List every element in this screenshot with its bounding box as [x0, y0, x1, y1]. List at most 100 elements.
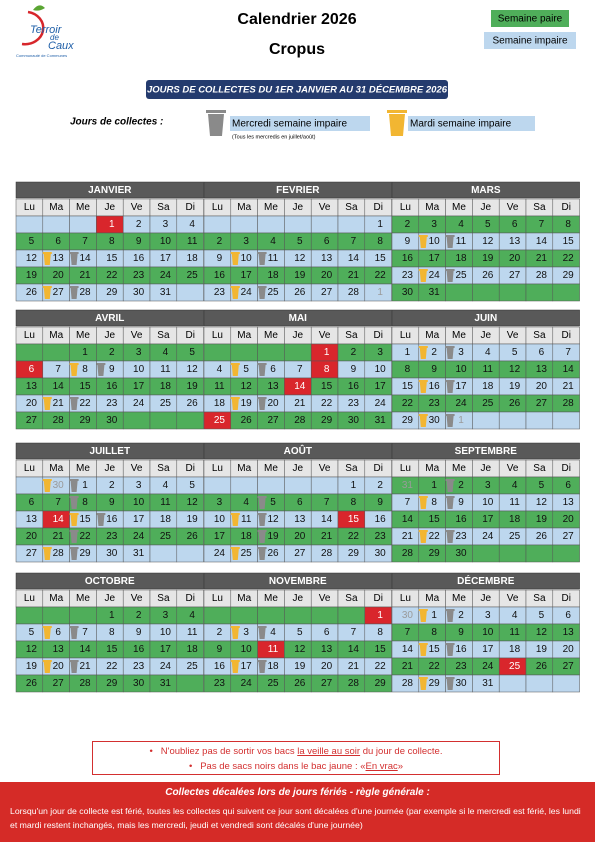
- day: 23: [455, 661, 467, 672]
- month-header: [203, 442, 392, 460]
- weekday: Ve: [131, 593, 143, 604]
- weekday: Je: [105, 330, 116, 341]
- day: 30: [375, 548, 387, 559]
- weekday: Lu: [24, 593, 35, 604]
- month-name: OCTOBRE: [85, 576, 135, 587]
- day: 18: [509, 514, 521, 525]
- day: 30: [402, 287, 414, 298]
- yellow-bin: [230, 626, 240, 639]
- day: 19: [26, 661, 38, 672]
- day: 20: [53, 270, 65, 281]
- day: 6: [29, 497, 35, 508]
- weekday: Di: [373, 202, 382, 213]
- day: 14: [294, 381, 306, 392]
- gray-bin: [445, 496, 455, 509]
- gray-bin: [69, 496, 79, 509]
- day: 21: [348, 270, 360, 281]
- weekday: Je: [293, 330, 304, 341]
- day: 12: [536, 497, 548, 508]
- day: 27: [509, 270, 521, 281]
- weekday: Ve: [131, 463, 143, 474]
- logo-tagline: Communauté de Communes: [16, 53, 67, 58]
- day: 7: [351, 236, 357, 247]
- day: 27: [53, 678, 65, 689]
- day: 25: [482, 398, 494, 409]
- day: 7: [539, 219, 545, 230]
- day: 26: [294, 287, 306, 298]
- day: 20: [26, 398, 38, 409]
- day-cell: [42, 606, 70, 625]
- day: 22: [429, 531, 441, 542]
- weekday: Je: [293, 463, 304, 474]
- day: 8: [377, 236, 383, 247]
- gray-bin: [445, 269, 455, 282]
- gray-bin: [257, 513, 267, 526]
- month-header: [15, 572, 204, 590]
- day-cell: [498, 283, 527, 302]
- day: 23: [106, 398, 118, 409]
- gray-note: (Tous les mercredis en juillet/août): [232, 134, 316, 140]
- day: 10: [429, 236, 441, 247]
- day: 27: [26, 415, 38, 426]
- weekday: Sa: [157, 202, 170, 213]
- day: 2: [458, 610, 464, 621]
- day: 15: [106, 644, 118, 655]
- day: 25: [241, 548, 253, 559]
- day: 23: [455, 531, 467, 542]
- day: 11: [214, 381, 225, 392]
- day: 29: [106, 287, 118, 298]
- gray-bin: [69, 626, 79, 639]
- day: 27: [26, 548, 38, 559]
- day: 23: [348, 398, 360, 409]
- day-cell: [364, 411, 392, 430]
- day: 21: [79, 270, 91, 281]
- day: 1: [431, 610, 437, 621]
- day: 13: [26, 381, 38, 392]
- day: 14: [79, 644, 91, 655]
- day: 2: [405, 219, 411, 230]
- weekday: Ve: [319, 593, 331, 604]
- weekday: Me: [264, 330, 278, 341]
- yellow-bin: [42, 479, 52, 492]
- day: 23: [214, 287, 226, 298]
- weekday: Je: [105, 463, 116, 474]
- day: 24: [160, 270, 172, 281]
- day: 26: [241, 415, 253, 426]
- day: 24: [375, 398, 387, 409]
- logo-text: Caux: [48, 40, 74, 52]
- day: 6: [55, 236, 61, 247]
- yellow-bin: [42, 626, 52, 639]
- gray-bin: [257, 286, 267, 299]
- weekday: Lu: [24, 463, 35, 474]
- day: 4: [217, 364, 223, 375]
- banner-text: JOURS DE COLLECTES DU 1ER JANVIER AU 31 …: [147, 85, 448, 96]
- weekday: Sa: [157, 593, 170, 604]
- day: 19: [294, 270, 306, 281]
- weekday: Ve: [507, 330, 519, 341]
- day-cell: [15, 343, 44, 362]
- day: 22: [106, 270, 118, 281]
- faded-day: 31: [402, 480, 414, 491]
- weekday: Je: [481, 463, 492, 474]
- subtitle: Cropus: [269, 41, 325, 58]
- day: 7: [55, 497, 61, 508]
- day-cell: [257, 215, 285, 234]
- day: 19: [294, 661, 306, 672]
- weekday: Me: [264, 593, 278, 604]
- day: 25: [455, 270, 467, 281]
- gray-bin: [69, 252, 79, 265]
- yellow-bin: [42, 286, 52, 299]
- day-cell: [472, 544, 500, 563]
- day: 10: [482, 497, 494, 508]
- day: 28: [53, 548, 65, 559]
- day: 10: [133, 497, 145, 508]
- gray-bin: [69, 479, 79, 492]
- day: 16: [455, 514, 467, 525]
- weekday: Me: [264, 463, 278, 474]
- day: 13: [267, 381, 279, 392]
- day: 27: [53, 287, 65, 298]
- month-name: DÉCEMBRE: [457, 574, 515, 587]
- weekday: Ve: [319, 463, 331, 474]
- day-cell: [310, 215, 339, 234]
- day: 19: [267, 531, 279, 542]
